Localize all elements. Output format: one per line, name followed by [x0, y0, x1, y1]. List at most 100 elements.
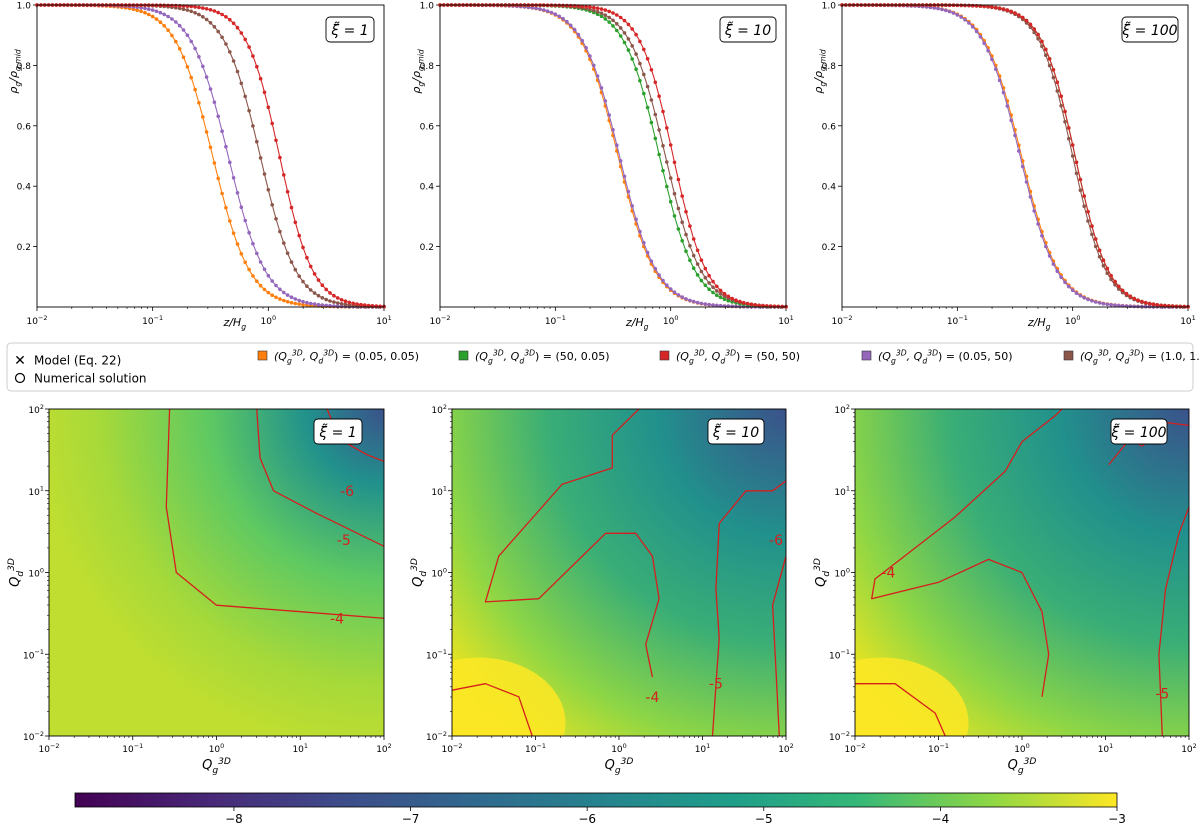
data-point: [997, 78, 1002, 83]
x-axis-label: Qg3D: [202, 757, 231, 776]
x-tick-label: 100: [611, 742, 627, 755]
data-point: [1059, 94, 1063, 98]
data-point: [197, 5, 201, 10]
data-point: [599, 7, 604, 11]
data-point: [247, 230, 251, 235]
data-point: [1047, 254, 1052, 258]
data-point: [653, 266, 658, 271]
data-point: [611, 18, 615, 23]
data-point: [595, 12, 600, 16]
x-tick-label: 100: [1014, 742, 1030, 755]
data-point: [622, 40, 627, 45]
data-point: [603, 8, 608, 12]
data-point: [320, 296, 325, 300]
data-point: [1117, 303, 1121, 308]
data-point: [626, 37, 631, 41]
model-curve: [440, 4, 786, 308]
axes-frame: [48, 408, 385, 737]
data-point: [749, 302, 754, 307]
data-point: [220, 35, 224, 40]
y-tick-label: 102: [431, 403, 447, 416]
legend-entry-label: (Qg3D, Qd3D) = (0.05, 50): [878, 349, 1013, 366]
data-point: [615, 28, 619, 33]
data-point: [634, 32, 638, 37]
contour-line: [165, 409, 384, 619]
data-point: [665, 283, 669, 288]
data-point: [715, 284, 719, 289]
data-point: [584, 4, 588, 9]
data-point: [1059, 104, 1063, 108]
data-point: [538, 7, 542, 11]
data-point: [649, 259, 654, 264]
data-point: [1163, 303, 1167, 308]
x-tick-label: 100: [261, 314, 277, 327]
data-point: [247, 45, 251, 49]
data-point: [718, 295, 723, 300]
data-point: [691, 253, 696, 258]
data-point: [1097, 254, 1102, 259]
data-point: [1151, 302, 1156, 307]
data-point: [293, 267, 298, 272]
data-point: [661, 144, 665, 148]
data-point: [251, 241, 255, 246]
data-point: [1109, 303, 1113, 307]
data-point: [301, 279, 305, 284]
series-3: [438, 3, 788, 309]
data-point: [316, 293, 321, 298]
data-point: [1070, 154, 1075, 158]
y-tick-label: 100: [431, 566, 447, 579]
data-point: [270, 121, 275, 126]
data-point: [672, 191, 677, 196]
data-point: [208, 21, 213, 25]
x-tick-label: 10−1: [947, 314, 968, 327]
data-point: [982, 41, 986, 45]
data-point: [193, 11, 197, 15]
y-tick-label: 10−2: [426, 730, 447, 743]
data-point: [254, 279, 259, 284]
y-axis-label: ρg/ρg,mid: [7, 49, 22, 94]
data-point: [278, 297, 282, 301]
data-point: [335, 301, 340, 305]
residual-map-panel-3: -4-5-610−210−210−110−1100100101101102102…: [813, 403, 1197, 776]
data-point: [1044, 244, 1048, 249]
data-point: [734, 304, 738, 309]
data-point: [251, 274, 255, 278]
panel-annotation: ξ̃ = 10: [724, 21, 771, 39]
y-tick-label: 0.8: [17, 62, 32, 72]
data-point: [672, 290, 677, 295]
x-tick-label: 10−2: [27, 314, 48, 327]
data-point: [270, 279, 275, 283]
data-point: [154, 9, 159, 14]
data-point: [699, 269, 704, 274]
data-point: [212, 100, 217, 104]
data-point: [1009, 9, 1013, 14]
data-point: [224, 42, 228, 46]
y-tick-label: 0.6: [420, 122, 435, 132]
data-point: [270, 293, 275, 298]
model-curve: [842, 4, 1189, 308]
data-point: [665, 184, 669, 189]
data-point: [224, 14, 228, 19]
legend-box: [6, 342, 1194, 392]
data-point: [642, 72, 646, 77]
x-tick-label: 10−2: [39, 742, 60, 755]
data-point: [228, 17, 232, 22]
data-point: [1117, 287, 1121, 291]
data-point: [738, 299, 742, 304]
legend-entry-label: (Qg3D, Qd3D) = (1.0, 1.0): [1080, 349, 1200, 366]
data-point: [986, 48, 990, 53]
data-point: [247, 267, 251, 272]
data-point: [339, 302, 344, 306]
data-point: [534, 6, 538, 11]
data-point: [611, 24, 615, 28]
data-point: [553, 12, 558, 16]
data-point: [1082, 194, 1086, 198]
data-point: [638, 78, 642, 83]
data-point: [201, 64, 205, 69]
data-point: [1143, 300, 1148, 305]
data-point: [607, 113, 611, 117]
data-point: [158, 10, 163, 15]
data-point: [974, 29, 979, 34]
data-point: [990, 57, 994, 62]
data-point: [615, 143, 619, 147]
